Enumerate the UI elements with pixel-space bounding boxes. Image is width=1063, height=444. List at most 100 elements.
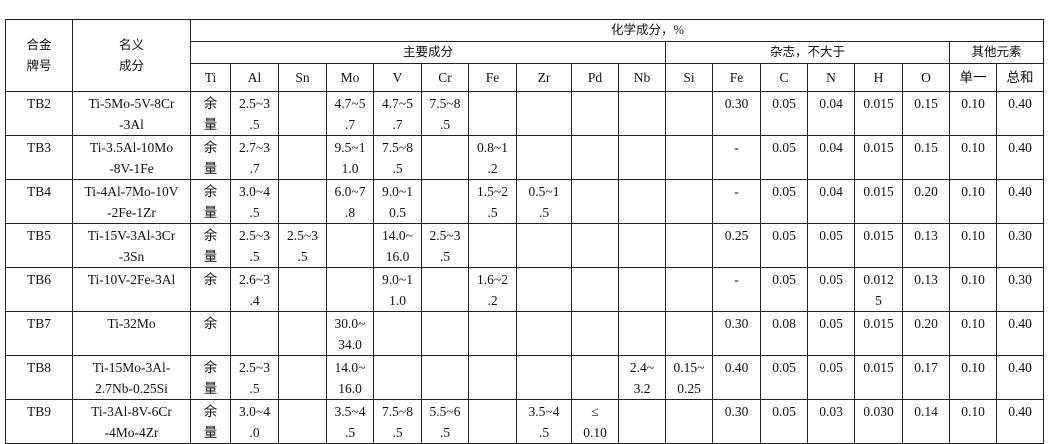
value-cell-sn <box>278 399 327 444</box>
grade-cell: TB7 <box>5 311 73 356</box>
table-row: TB4 Ti-4Al-7Mo-10V -2Fe-1Zr 余 量 3.0~4 .5 6.0… <box>5 179 1044 224</box>
value-cell-总和: 0.40 <box>996 399 1044 444</box>
value-cell-v: 4.7~5 .7 <box>373 91 422 136</box>
value-cell-sn <box>278 91 327 136</box>
value-cell-ti: 余 量 <box>190 355 231 400</box>
value-cell-n: 0.04 <box>807 91 855 136</box>
value-cell-cr <box>421 135 469 180</box>
value-cell-mo: 30.0~ 34.0 <box>326 311 374 356</box>
value-cell-sn <box>278 179 327 224</box>
value-cell-总和: 0.30 <box>996 223 1044 268</box>
value-cell-n: 0.03 <box>807 399 855 444</box>
value-cell-fe: 0.30 <box>712 399 761 444</box>
nominal-composition-cell: Ti-15Mo-3Al- 2.7Nb-0.25Si <box>72 355 191 400</box>
column-header-mo: Mo <box>326 63 374 92</box>
value-cell-nb: 2.4~ 3.2 <box>618 355 666 400</box>
value-cell-al: 2.5~3 .5 <box>230 91 279 136</box>
value-cell-al: 2.6~3 .4 <box>230 267 279 312</box>
value-cell-ti: 余 量 <box>190 135 231 180</box>
value-cell-单一: 0.10 <box>949 399 997 444</box>
table-row: TB3 Ti-3.5Al-10Mo -8V-1Fe 余 量 2.7~3 .7 9.5~1… <box>5 135 1044 180</box>
value-cell-fe: 0.8~1 .2 <box>468 135 517 180</box>
column-header-nb: Nb <box>618 63 666 92</box>
column-header-单一: 单一 <box>949 63 997 92</box>
value-cell-al: 2.5~3 .5 <box>230 355 279 400</box>
value-cell-pd <box>571 135 619 180</box>
value-cell-h: 0.030 <box>854 399 903 444</box>
value-cell-h: 0.015 <box>854 179 903 224</box>
value-cell-si <box>665 267 713 312</box>
value-cell-总和: 0.30 <box>996 267 1044 312</box>
value-cell-al: 2.5~3 .5 <box>230 223 279 268</box>
value-cell-al <box>230 311 279 356</box>
value-cell-cr <box>421 355 469 400</box>
value-cell-sn <box>278 135 327 180</box>
value-cell-zr <box>516 135 572 180</box>
value-cell-zr: 3.5~4 .5 <box>516 399 572 444</box>
header-row-1: 合金 牌号 名义 成分 化学成分，% <box>5 19 1044 92</box>
value-cell-n: 0.05 <box>807 267 855 312</box>
nominal-composition-cell: Ti-3Al-8V-6Cr -4Mo-4Zr <box>72 399 191 444</box>
value-cell-ti: 余 量 <box>190 223 231 268</box>
value-cell-c: 0.05 <box>760 223 808 268</box>
value-cell-pd <box>571 311 619 356</box>
value-cell-fe: - <box>712 267 761 312</box>
value-cell-v <box>373 355 422 400</box>
column-header-zr: Zr <box>516 63 572 92</box>
value-cell-fe <box>468 223 517 268</box>
alloy-composition-table: 合金 牌号 名义 成分 化学成分，% 主要成分 杂志，不大于 其他元素 Ti Al… <box>5 19 1044 444</box>
value-cell-fe <box>468 355 517 400</box>
value-cell-h: 0.015 <box>854 135 903 180</box>
header-other-elements: 其他元素 <box>949 41 1044 64</box>
column-header-fe: Fe <box>468 63 517 92</box>
value-cell-ti: 余 量 <box>190 179 231 224</box>
nominal-composition-cell: Ti-5Mo-5V-8Cr -3Al <box>72 91 191 136</box>
value-cell-单一: 0.10 <box>949 311 997 356</box>
value-cell-cr: 5.5~6 .5 <box>421 399 469 444</box>
value-cell-o: 0.13 <box>902 267 950 312</box>
value-cell-pd <box>571 355 619 400</box>
value-cell-h: 0.015 <box>854 91 903 136</box>
value-cell-si: 0.15~ 0.25 <box>665 355 713 400</box>
value-cell-pd <box>571 223 619 268</box>
value-cell-v: 7.5~8 .5 <box>373 135 422 180</box>
value-cell-fe: 0.25 <box>712 223 761 268</box>
value-cell-n: 0.04 <box>807 135 855 180</box>
value-cell-nb <box>618 179 666 224</box>
grade-cell: TB6 <box>5 267 73 312</box>
value-cell-mo <box>326 267 374 312</box>
value-cell-n: 0.04 <box>807 179 855 224</box>
value-cell-mo: 9.5~1 1.0 <box>326 135 374 180</box>
nominal-composition-cell: Ti-32Mo <box>72 311 191 356</box>
value-cell-si <box>665 91 713 136</box>
value-cell-nb <box>618 223 666 268</box>
value-cell-sn <box>278 267 327 312</box>
value-cell-v: 7.5~8 .5 <box>373 399 422 444</box>
value-cell-zr <box>516 91 572 136</box>
value-cell-pd <box>571 91 619 136</box>
value-cell-zr <box>516 355 572 400</box>
grade-cell: TB3 <box>5 135 73 180</box>
value-cell-fe: 0.40 <box>712 355 761 400</box>
table-row: TB9 Ti-3Al-8V-6Cr -4Mo-4Zr 余 量 3.0~4 .0 3.5~… <box>5 399 1044 444</box>
value-cell-mo <box>326 223 374 268</box>
column-header-cr: Cr <box>421 63 469 92</box>
table-row: TB8 Ti-15Mo-3Al- 2.7Nb-0.25Si 余 量 2.5~3 .5 1… <box>5 355 1044 400</box>
nominal-composition-cell: Ti-10V-2Fe-3Al <box>72 267 191 312</box>
grade-cell: TB9 <box>5 399 73 444</box>
value-cell-fe <box>468 91 517 136</box>
value-cell-nb <box>618 399 666 444</box>
value-cell-单一: 0.10 <box>949 91 997 136</box>
value-cell-n: 0.05 <box>807 311 855 356</box>
value-cell-mo: 14.0~ 16.0 <box>326 355 374 400</box>
value-cell-zr <box>516 223 572 268</box>
value-cell-fe: 0.30 <box>712 91 761 136</box>
value-cell-mo: 3.5~4 .5 <box>326 399 374 444</box>
value-cell-ti: 余 量 <box>190 399 231 444</box>
value-cell-fe: - <box>712 179 761 224</box>
value-cell-单一: 0.10 <box>949 355 997 400</box>
value-cell-zr: 0.5~1 .5 <box>516 179 572 224</box>
value-cell-fe: - <box>712 135 761 180</box>
value-cell-总和: 0.40 <box>996 311 1044 356</box>
value-cell-cr <box>421 179 469 224</box>
